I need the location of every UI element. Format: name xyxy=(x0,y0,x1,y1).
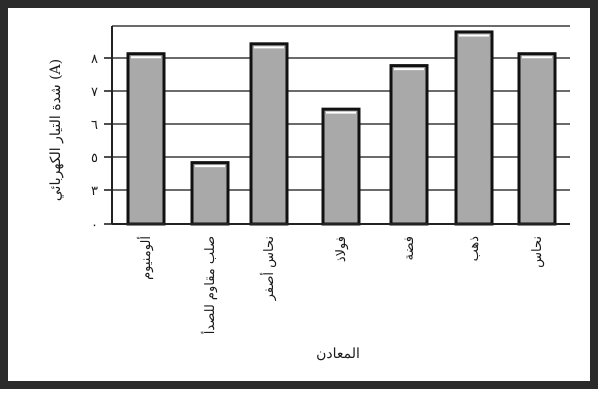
y-tick-label: ٨ xyxy=(91,52,98,67)
bar-7 xyxy=(517,52,557,226)
bar-3 xyxy=(249,42,289,226)
bar-6 xyxy=(454,30,494,226)
x-tick-label: ألومنيوم xyxy=(137,236,154,280)
y-tick-label: ٦ xyxy=(91,118,98,133)
bar-1 xyxy=(126,52,166,226)
x-tick-label: ذهب xyxy=(467,236,482,262)
x-tick-label: صلب مقاوم للصدأ xyxy=(201,236,218,334)
y-axis-label: شدة التيار الكهربائي (A) xyxy=(48,59,64,201)
x-tick-label: فولاذ xyxy=(334,236,349,262)
y-tick-label: ٣ xyxy=(91,184,98,199)
x-tick-label: نحاس xyxy=(530,236,545,268)
axis-layer: ٠ ٣ ٥ ٦ ٧ ٨ ألومنيوم صلب مقاوم للصدأ نحاس أصفر فو… xyxy=(91,26,570,334)
x-tick-label: فضة xyxy=(402,236,417,260)
bar-4 xyxy=(321,107,361,226)
y-tick-label: ٧ xyxy=(91,85,98,100)
x-tick-label: نحاس أصفر xyxy=(260,236,277,301)
y-tick-label: ٥ xyxy=(91,151,98,166)
y-tick-label: ٠ xyxy=(91,218,98,233)
bar-layer xyxy=(126,30,557,226)
grid-layer xyxy=(112,25,570,191)
x-axis-label: المعادن xyxy=(316,346,360,362)
bar-5 xyxy=(389,64,429,226)
bar-2 xyxy=(190,161,230,226)
